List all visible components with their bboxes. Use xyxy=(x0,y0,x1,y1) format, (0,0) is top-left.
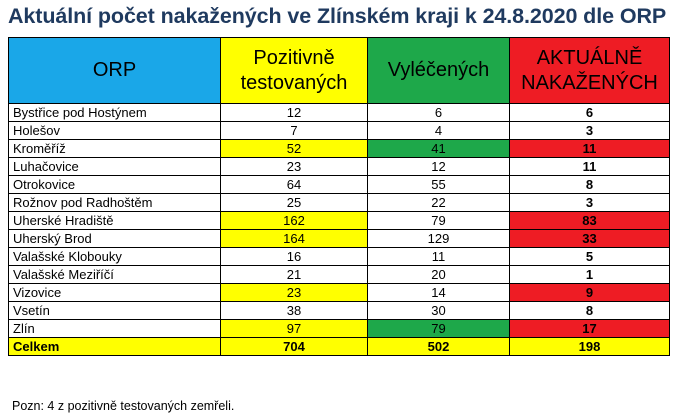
pozitivne-cell: 23 xyxy=(220,283,368,302)
aktualne-cell: 8 xyxy=(509,175,670,194)
pozitivne-cell: 38 xyxy=(220,301,368,320)
table-row: Luhačovice 23 12 11 xyxy=(8,157,670,176)
orp-name-cell: Otrokovice xyxy=(8,175,221,194)
orp-name-cell: Vizovice xyxy=(8,283,221,302)
pozitivne-cell: 52 xyxy=(220,139,368,158)
orp-name-cell: Bystřice pod Hostýnem xyxy=(8,103,221,122)
vylecenych-cell: 55 xyxy=(367,175,510,194)
pozitivne-cell: 12 xyxy=(220,103,368,122)
table-row: Vsetín 38 30 8 xyxy=(8,301,670,320)
orp-name-cell: Zlín xyxy=(8,319,221,338)
orp-name-cell: Luhačovice xyxy=(8,157,221,176)
table-row: Bystřice pod Hostýnem 12 6 6 xyxy=(8,103,670,122)
orp-name-cell: Holešov xyxy=(8,121,221,140)
orp-name-cell: Uherské Hradiště xyxy=(8,211,221,230)
table-row: Vizovice 23 14 9 xyxy=(8,283,670,302)
aktualne-cell: 11 xyxy=(509,139,670,158)
table-row: Zlín 97 79 17 xyxy=(8,319,670,338)
aktualne-cell: 6 xyxy=(509,103,670,122)
orp-name-cell: Kroměříž xyxy=(8,139,221,158)
table-row: Uherský Brod 164 129 33 xyxy=(8,229,670,248)
page-title: Aktuální počet nakažených ve Zlínském kr… xyxy=(8,4,667,28)
table-row: Valašské Meziříčí 21 20 1 xyxy=(8,265,670,284)
table-row: Rožnov pod Radhoštěm 25 22 3 xyxy=(8,193,670,212)
aktualne-cell: 1 xyxy=(509,265,670,284)
total-pozitivne: 704 xyxy=(220,337,368,356)
pozitivne-cell: 25 xyxy=(220,193,368,212)
table-row: Otrokovice 64 55 8 xyxy=(8,175,670,194)
aktualne-cell: 11 xyxy=(509,157,670,176)
vylecenych-cell: 79 xyxy=(367,319,510,338)
orp-name-cell: Vsetín xyxy=(8,301,221,320)
pozitivne-cell: 162 xyxy=(220,211,368,230)
table-row: Holešov 7 4 3 xyxy=(8,121,670,140)
pozitivne-cell: 16 xyxy=(220,247,368,266)
pozitivne-cell: 21 xyxy=(220,265,368,284)
pozitivne-cell: 23 xyxy=(220,157,368,176)
aktualne-cell: 17 xyxy=(509,319,670,338)
vylecenych-cell: 12 xyxy=(367,157,510,176)
total-vylecenych: 502 xyxy=(367,337,510,356)
aktualne-cell: 9 xyxy=(509,283,670,302)
aktualne-cell: 3 xyxy=(509,121,670,140)
vylecenych-cell: 14 xyxy=(367,283,510,302)
vylecenych-cell: 11 xyxy=(367,247,510,266)
vylecenych-cell: 20 xyxy=(367,265,510,284)
header-pozitivne: Pozitivně testovaných xyxy=(220,37,368,104)
orp-name-cell: Valašské Meziříčí xyxy=(8,265,221,284)
vylecenych-cell: 22 xyxy=(367,193,510,212)
header-vylecenych: Vyléčených xyxy=(367,37,510,104)
aktualne-cell: 33 xyxy=(509,229,670,248)
table-row: Uherské Hradiště 162 79 83 xyxy=(8,211,670,230)
header-orp: ORP xyxy=(8,37,221,104)
aktualne-cell: 3 xyxy=(509,193,670,212)
table-header-row: ORP Pozitivně testovaných Vyléčených AKTU… xyxy=(8,37,670,104)
header-aktualne: AKTUÁLNĚ NAKAŽENÝCH xyxy=(509,37,670,104)
vylecenych-cell: 41 xyxy=(367,139,510,158)
orp-name-cell: Uherský Brod xyxy=(8,229,221,248)
pozitivne-cell: 64 xyxy=(220,175,368,194)
total-row: Celkem 704 502 198 xyxy=(8,337,670,356)
orp-table: ORP Pozitivně testovaných Vyléčených AKTU… xyxy=(8,37,670,356)
pozitivne-cell: 7 xyxy=(220,121,368,140)
orp-name-cell: Rožnov pod Radhoštěm xyxy=(8,193,221,212)
table-row: Kroměříž 52 41 11 xyxy=(8,139,670,158)
orp-name-cell: Valašské Klobouky xyxy=(8,247,221,266)
aktualne-cell: 83 xyxy=(509,211,670,230)
footnote: Pozn: 4 z pozitivně testovaných zemřeli. xyxy=(12,399,235,413)
aktualne-cell: 8 xyxy=(509,301,670,320)
aktualne-cell: 5 xyxy=(509,247,670,266)
table-row: Valašské Klobouky 16 11 5 xyxy=(8,247,670,266)
total-aktualne: 198 xyxy=(509,337,670,356)
pozitivne-cell: 164 xyxy=(220,229,368,248)
pozitivne-cell: 97 xyxy=(220,319,368,338)
vylecenych-cell: 129 xyxy=(367,229,510,248)
vylecenych-cell: 79 xyxy=(367,211,510,230)
vylecenych-cell: 6 xyxy=(367,103,510,122)
vylecenych-cell: 4 xyxy=(367,121,510,140)
total-label: Celkem xyxy=(8,337,221,356)
vylecenych-cell: 30 xyxy=(367,301,510,320)
